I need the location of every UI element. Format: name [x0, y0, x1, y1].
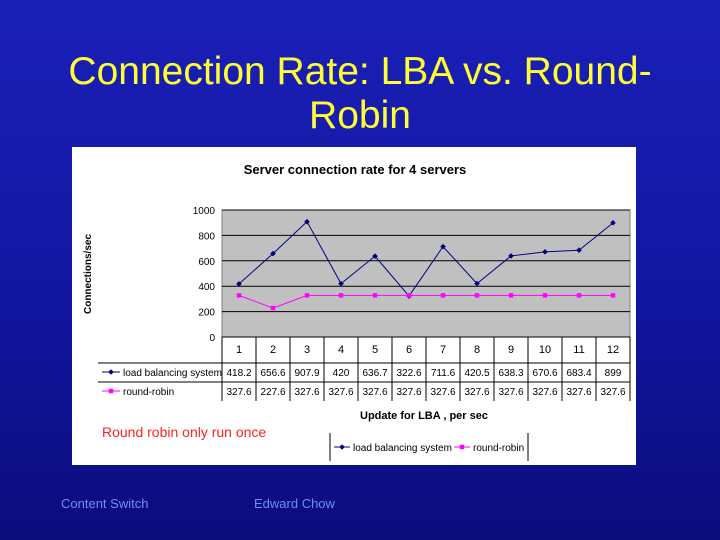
table-value-2-7: 327.6	[430, 387, 455, 398]
x-category-label-1: 1	[236, 344, 242, 356]
table-value-1-3: 907.9	[294, 368, 319, 379]
table-series-label-2: round-robin	[123, 387, 174, 398]
table-value-2-11: 327.6	[566, 387, 591, 398]
legend-key-marker-2	[459, 444, 465, 450]
series-2-point-8	[474, 293, 480, 298]
series-2-point-4	[338, 293, 344, 298]
y-tick-label-800: 800	[198, 231, 215, 242]
plot-area	[221, 209, 631, 338]
series-2-point-10	[542, 293, 548, 298]
table-value-2-2: 227.6	[260, 387, 285, 398]
slide-title: Connection Rate: LBA vs. Round- Robin	[0, 50, 720, 138]
x-category-label-6: 6	[406, 344, 412, 356]
chart-svg: Server connection rate for 4 servers 0 200…	[83, 162, 631, 461]
y-tick-label-0: 0	[209, 333, 215, 344]
footer-right: Edward Chow	[254, 496, 335, 511]
table-value-2-12: 327.6	[600, 387, 625, 398]
series-2-point-6	[406, 293, 412, 298]
x-category-label-2: 2	[270, 344, 276, 356]
chart-panel: Server connection rate for 4 servers 0 200…	[72, 147, 636, 465]
y-tick-label-600: 600	[198, 257, 215, 268]
legend-key-marker-1	[339, 444, 345, 450]
chart-title: Server connection rate for 4 servers	[244, 162, 467, 177]
table-value-1-2: 656.6	[260, 368, 285, 379]
table-value-2-3: 327.6	[294, 387, 319, 398]
table-key-marker-1	[108, 369, 114, 375]
x-category-label-5: 5	[372, 344, 378, 356]
table-value-2-6: 327.6	[396, 387, 421, 398]
round-robin-note: Round robin only run once	[102, 424, 267, 440]
table-value-2-5: 327.6	[362, 387, 387, 398]
table-value-1-5: 636.7	[362, 368, 387, 379]
slide-title-line-1: Connection Rate: LBA vs. Round-	[68, 50, 652, 93]
series-line-1	[238, 220, 614, 297]
slide-title-line-2: Robin	[309, 94, 411, 137]
table-value-1-6: 322.6	[396, 368, 421, 379]
series-1-point-7	[440, 243, 446, 250]
table-value-2-9: 327.6	[498, 387, 523, 398]
y-axis-label: Connections/sec	[83, 234, 94, 314]
table-key-marker-2	[108, 388, 114, 394]
table-value-1-11: 683.4	[566, 368, 591, 379]
table-series-label-1: load balancing system	[123, 368, 222, 379]
x-category-label-7: 7	[440, 344, 446, 356]
table-value-1-10: 670.6	[532, 368, 557, 379]
y-tick-label-200: 200	[198, 308, 215, 319]
x-axis-label: Update for LBA , per sec	[360, 410, 488, 422]
table-value-2-10: 327.6	[532, 387, 557, 398]
x-category-label-3: 3	[304, 344, 310, 356]
series-2-point-2	[270, 305, 276, 311]
x-category-label-4: 4	[338, 344, 344, 356]
series-2-point-11	[576, 293, 582, 298]
table-value-2-1: 327.6	[226, 387, 251, 398]
series-2-point-12	[610, 293, 616, 298]
table-value-2-8: 327.6	[464, 387, 489, 398]
x-category-label-11: 11	[573, 344, 584, 356]
series-1-point-5	[372, 253, 378, 259]
footer-left: Content Switch	[61, 496, 149, 511]
series-1-point-4	[338, 280, 344, 287]
table-value-1-4: 420	[333, 368, 350, 379]
table-value-1-7: 711.6	[431, 368, 456, 379]
series-1-point-8	[474, 280, 480, 287]
legend-label-2: round-robin	[473, 443, 524, 454]
series-2-point-3	[304, 293, 310, 298]
series-line-2	[238, 294, 613, 309]
series-1-point-1	[236, 281, 242, 287]
series-2-point-5	[372, 293, 378, 298]
x-category-label-8: 8	[474, 344, 480, 356]
x-category-label-12: 12	[607, 344, 619, 356]
y-tick-label-400: 400	[198, 282, 215, 293]
legend-label-1: load balancing system	[353, 443, 452, 454]
table-value-1-12: 899	[605, 368, 622, 379]
table-value-1-9: 638.3	[498, 368, 523, 379]
series-1-point-12	[610, 220, 616, 226]
table-value-1-8: 420.5	[464, 368, 489, 379]
x-category-label-9: 9	[508, 344, 514, 356]
table-value-1-1: 418.2	[226, 368, 251, 379]
table-value-2-4: 327.6	[328, 387, 353, 398]
series-2-point-1	[236, 293, 242, 298]
y-tick-label-1000: 1000	[193, 206, 216, 217]
series-2-point-7	[440, 293, 446, 298]
x-category-label-10: 10	[539, 344, 551, 356]
series-2-point-9	[508, 293, 514, 298]
